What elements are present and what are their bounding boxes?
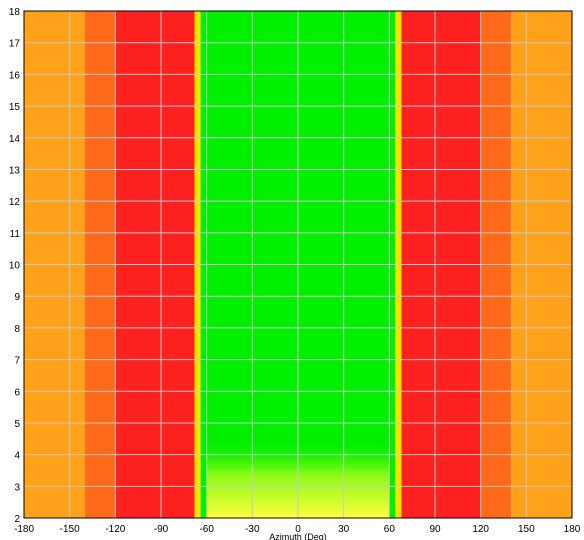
x-tick-label: -90 xyxy=(154,524,169,535)
x-tick-label: -150 xyxy=(60,524,80,535)
y-tick-label: 15 xyxy=(9,102,21,113)
y-tick-label: 9 xyxy=(14,292,20,303)
y-tick-label: 16 xyxy=(9,70,21,81)
x-tick-label: 150 xyxy=(518,524,535,535)
x-axis-label: Azimuth (Deg) xyxy=(269,532,327,540)
x-tick-label: -180 xyxy=(14,524,34,535)
x-tick-label: 0 xyxy=(295,524,301,535)
y-tick-label: 14 xyxy=(9,134,21,145)
x-tick-label: -60 xyxy=(199,524,214,535)
x-tick-label: 30 xyxy=(338,524,350,535)
x-tick-label: 120 xyxy=(472,524,489,535)
plot-frame xyxy=(23,10,573,519)
y-tick-label: 6 xyxy=(14,387,20,398)
y-tick-label: 17 xyxy=(9,39,21,50)
x-tick-label: 90 xyxy=(429,524,441,535)
y-tick-label: 4 xyxy=(14,451,20,462)
y-tick-label: 13 xyxy=(9,165,21,176)
y-tick-label: 2 xyxy=(14,514,20,525)
x-tick-label: 180 xyxy=(564,524,581,535)
y-tick-label: 12 xyxy=(9,197,21,208)
x-tick-label: -30 xyxy=(245,524,260,535)
y-tick-label: 8 xyxy=(14,324,20,335)
y-tick-label: 5 xyxy=(14,419,20,430)
y-tick-label: 3 xyxy=(14,482,20,493)
x-axis-ticks: -180 -150 -120 -90 -60 -30 0 30 60 90 120 150 180 xyxy=(14,524,581,535)
x-tick-label: 60 xyxy=(384,524,396,535)
y-axis-ticks: 2 3 4 5 6 7 8 9 10 11 12 13 14 15 16 17 18 xyxy=(9,7,21,525)
y-tick-label: 11 xyxy=(10,229,21,240)
y-tick-label: 18 xyxy=(9,7,21,18)
x-tick-label: -120 xyxy=(105,524,125,535)
y-tick-label: 10 xyxy=(9,261,21,272)
y-tick-label: 7 xyxy=(14,356,20,367)
